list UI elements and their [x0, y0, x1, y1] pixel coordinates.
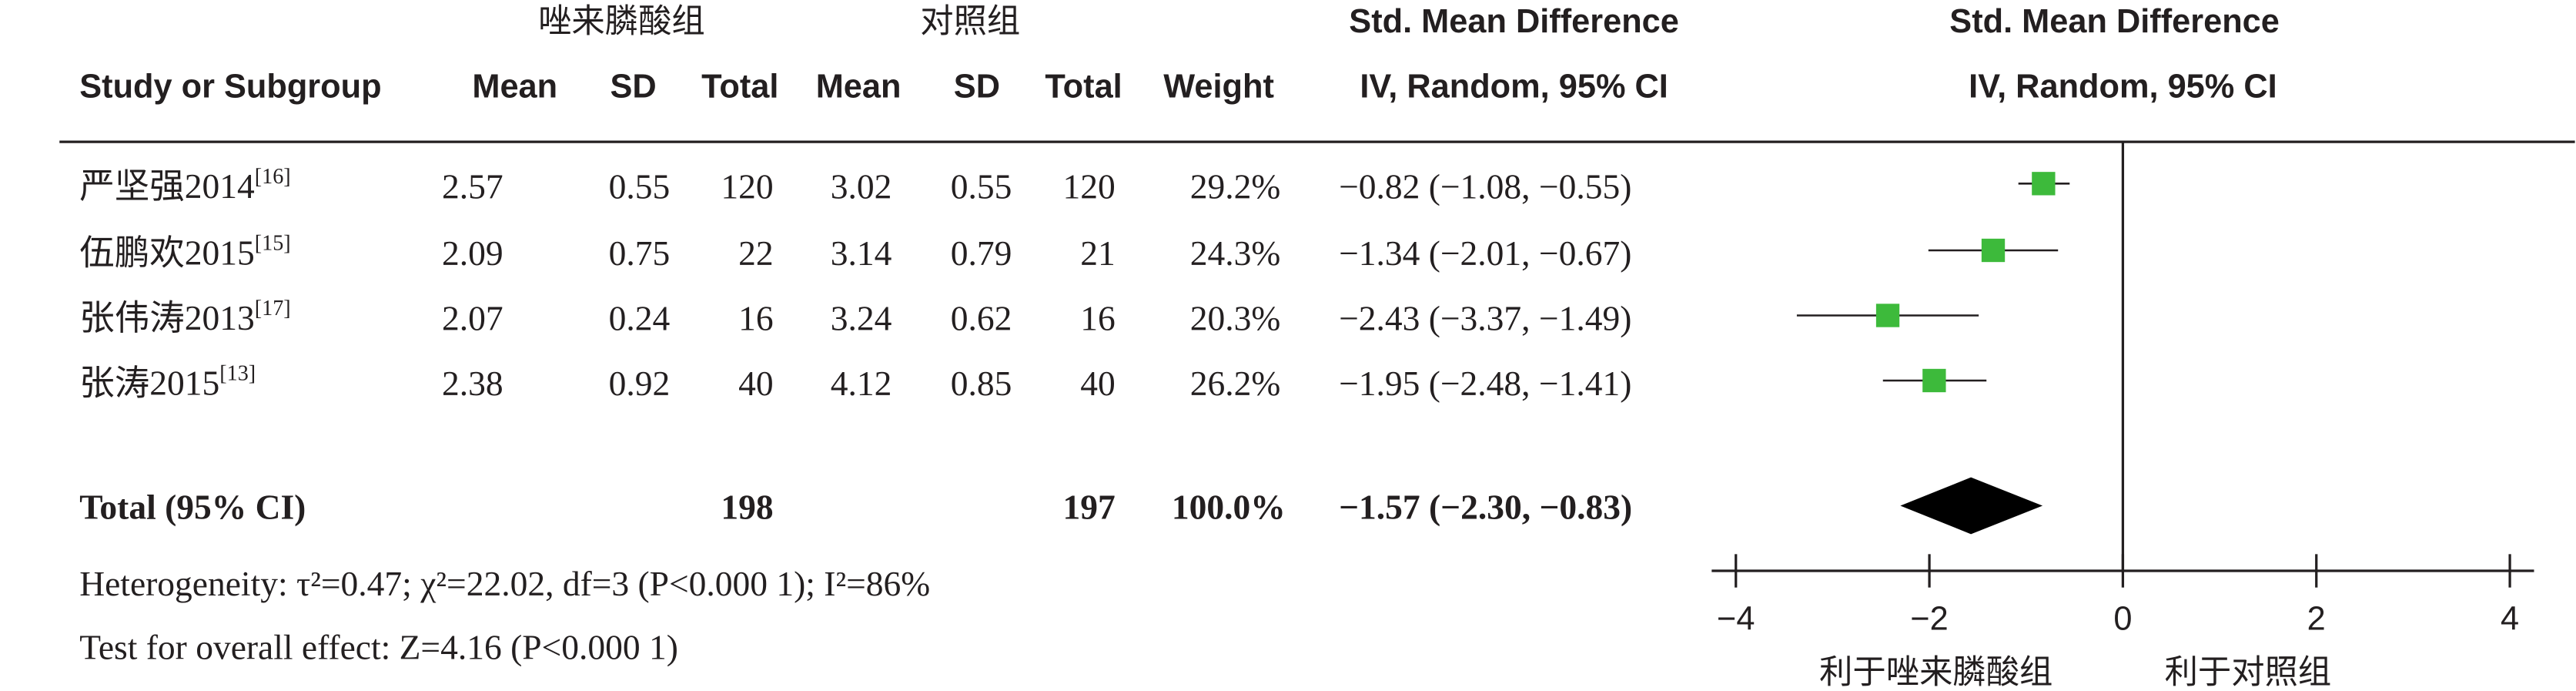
cell: 3.14 — [831, 233, 892, 273]
overall-effect: Test for overall effect: Z=4.16 (P<0.000… — [79, 627, 678, 666]
column-header: Study or Subgroup — [79, 68, 381, 105]
cell: 2.38 — [442, 364, 503, 403]
x-axis-label: 利于唑来膦酸组 — [1819, 653, 2052, 691]
total-label: Total (95% CI) — [79, 487, 306, 526]
cell: 197 — [1063, 487, 1116, 526]
cell: 0.79 — [951, 233, 1012, 273]
x-tick-label: 2 — [2307, 600, 2326, 637]
cell: 0.55 — [951, 166, 1012, 206]
effect-title: Std. Mean Difference — [1949, 3, 2280, 40]
cell: 0.24 — [609, 299, 671, 338]
cell: 3.02 — [831, 166, 892, 206]
column-header: SD — [954, 68, 1000, 105]
x-tick-label: 4 — [2501, 600, 2519, 637]
cell: 100.0% — [1172, 487, 1286, 526]
ci-label: −1.57 (−2.30, −0.83) — [1339, 487, 1632, 526]
x-tick-label: 0 — [2113, 600, 2132, 637]
column-header: Total — [701, 68, 778, 105]
study-label: 张涛2015 — [79, 364, 219, 403]
cell: 0.92 — [609, 364, 671, 403]
cell: 0.55 — [609, 166, 671, 206]
effect-square — [1981, 238, 2006, 263]
group-label: 对照组 — [920, 2, 1020, 41]
study-name: 张涛2015[13] — [79, 362, 256, 403]
column-header: SD — [610, 68, 656, 105]
group-label: 唑来膦酸组 — [538, 2, 705, 41]
cell: 24.3% — [1190, 233, 1281, 273]
cell: 29.2% — [1190, 166, 1281, 206]
cell: 20.3% — [1190, 299, 1281, 338]
study-ref: [17] — [255, 297, 291, 320]
cell: 2.57 — [442, 166, 503, 206]
cell: 0.75 — [609, 233, 671, 273]
x-tick-label: −4 — [1717, 600, 1755, 637]
cell: 26.2% — [1190, 364, 1281, 403]
cell: 40 — [1080, 364, 1116, 403]
study-name: 伍鹏欢2015[15] — [79, 232, 290, 273]
effect-method: IV, Random, 95% CI — [1360, 68, 1668, 105]
cell: 4.12 — [831, 364, 892, 403]
x-axis-label: 利于对照组 — [2165, 653, 2332, 691]
cell: 16 — [1080, 299, 1116, 338]
study-label: 伍鹏欢2015 — [79, 233, 255, 273]
cell: 120 — [1063, 166, 1116, 206]
cell: 40 — [738, 364, 774, 403]
cell: 3.24 — [831, 299, 892, 338]
heterogeneity: Heterogeneity: τ²=0.47; χ²=22.02, df=3 (… — [79, 564, 930, 603]
cell: 198 — [721, 487, 773, 526]
cell: 120 — [721, 166, 773, 206]
x-tick-label: −2 — [1910, 600, 1948, 637]
cell: 21 — [1080, 233, 1116, 273]
cell: 0.85 — [951, 364, 1012, 403]
pooled-diamond — [1900, 477, 2043, 535]
ci-label: −2.43 (−3.37, −1.49) — [1339, 299, 1631, 338]
effect-square — [2032, 172, 2056, 196]
study-name: 严坚强2014[16] — [79, 165, 290, 206]
effect-square — [1875, 304, 1900, 327]
effect-method: IV, Random, 95% CI — [1969, 68, 2277, 105]
study-ref: [16] — [255, 165, 291, 189]
study-ref: [15] — [255, 232, 291, 256]
cell: 0.62 — [951, 299, 1012, 338]
column-header: Weight — [1163, 68, 1274, 105]
column-header: Total — [1045, 68, 1122, 105]
column-header: Mean — [816, 68, 902, 105]
ci-label: −0.82 (−1.08, −0.55) — [1339, 166, 1631, 206]
column-header: Mean — [472, 68, 557, 105]
cell: 22 — [738, 233, 774, 273]
ci-label: −1.34 (−2.01, −0.67) — [1339, 233, 1631, 273]
effect-square — [1922, 368, 1946, 393]
study-label: 严坚强2014 — [79, 166, 255, 206]
cell: 2.09 — [442, 233, 503, 273]
cell: 2.07 — [442, 299, 503, 338]
study-name: 张伟涛2013[17] — [79, 297, 290, 337]
effect-title: Std. Mean Difference — [1349, 3, 1679, 40]
cell: 16 — [738, 299, 774, 338]
study-ref: [13] — [219, 362, 256, 386]
study-label: 张伟涛2013 — [79, 299, 255, 338]
ci-label: −1.95 (−2.48, −1.41) — [1339, 364, 1631, 403]
